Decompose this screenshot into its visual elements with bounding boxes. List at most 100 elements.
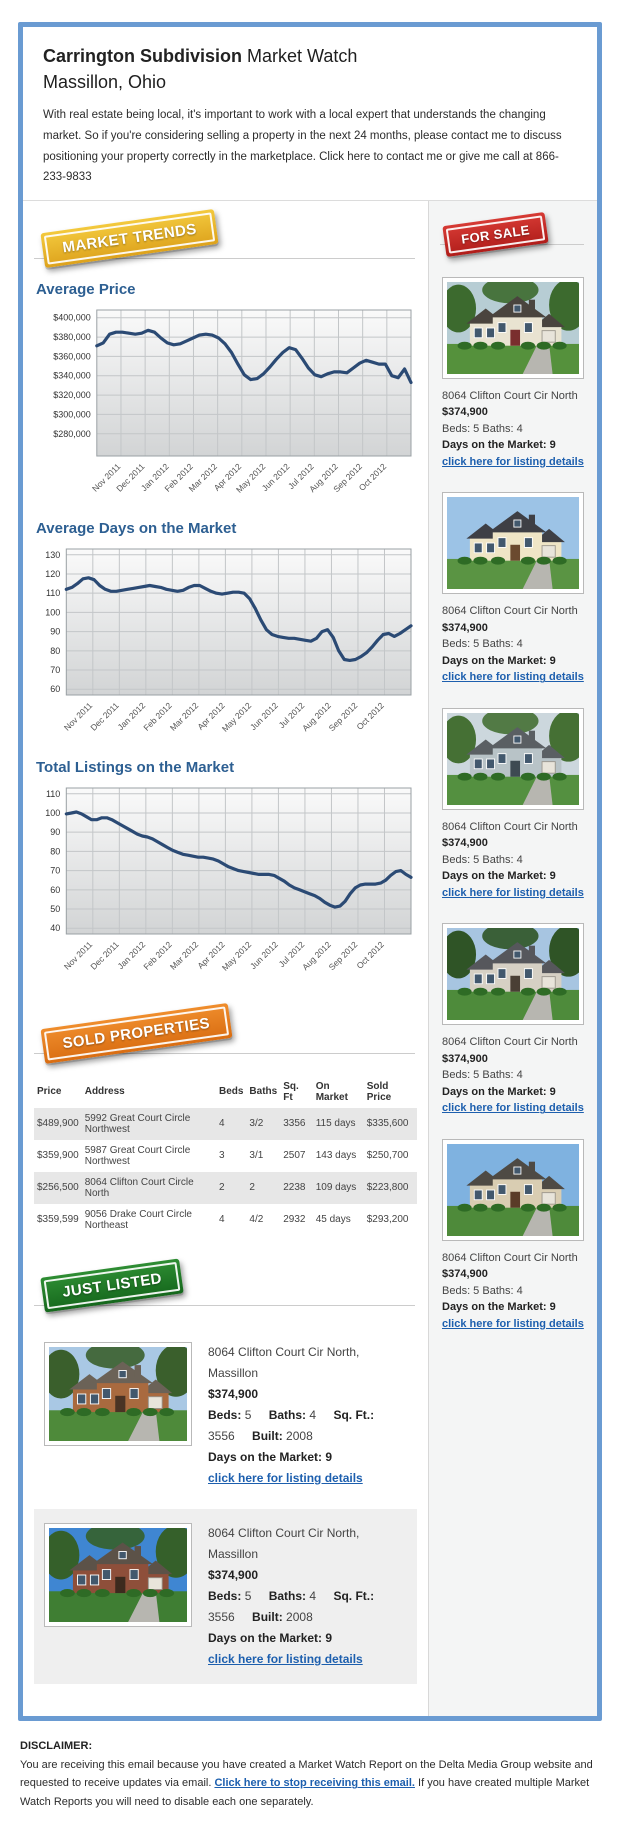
svg-text:40: 40 [50,923,60,933]
listing-details-link[interactable]: click here for listing details [442,455,584,468]
for-sale-listing: 8064 Clifton Court Cir North $374,900 Be… [442,492,584,686]
svg-text:Sep 2012: Sep 2012 [327,939,360,972]
baths-label: Baths: [268,1407,307,1422]
svg-text:$280,000: $280,000 [53,429,91,439]
svg-text:130: 130 [45,550,60,560]
svg-text:100: 100 [45,808,60,818]
cell-beds: 3 [218,1150,225,1162]
svg-text:70: 70 [50,866,60,876]
sold-properties-table: Price Address Beds Baths Sq. Ft On Marke… [34,1076,417,1236]
cell-price: $359,599 [37,1214,79,1226]
listing-specs: Beds: 5 Baths: 4 Sq. Ft.: 3556 Built: 20… [208,1586,407,1628]
listing-details-link[interactable]: click here for listing details [208,1470,363,1485]
header: Carrington Subdivision Market Watch Mass… [23,27,597,200]
svg-text:80: 80 [50,646,60,656]
listing-photo[interactable] [44,1522,192,1627]
built-label: Built: [252,1609,283,1624]
disclaimer-heading: DISCLAIMER: [20,1739,93,1752]
listing-days-on-market: Days on the Market: 9 [442,870,556,883]
listing-photo[interactable] [44,1341,192,1446]
cell-soldprice: $293,200 [366,1214,409,1226]
svg-text:110: 110 [46,789,60,799]
listing-days-on-market: Days on the Market: 9 [442,439,556,452]
listing-address: 8064 Clifton Court Cir North, Massillon [208,1525,360,1561]
svg-text:$340,000: $340,000 [53,371,91,381]
svg-text:Oct 2012: Oct 2012 [354,939,386,971]
for-sale-sidebar: FOR SALE 8064 Clifton Court Cir North $3… [428,200,597,1716]
svg-text:50: 50 [50,904,60,914]
listing-details-link[interactable]: click here for listing details [442,671,584,684]
listing-details-link[interactable]: click here for listing details [208,1651,363,1666]
listing-address: 8064 Clifton Court Cir North [442,1251,578,1264]
listing-days-on-market: Days on the Market: 9 [208,1449,333,1464]
listing-price: $374,900 [442,406,488,419]
cell-onmarket: 109 days [315,1182,357,1194]
beds-label: Beds: [208,1588,242,1603]
disclaimer: DISCLAIMER: You are receiving this email… [20,1737,600,1812]
table-row: $489,900 5992 Great Court Circle Northwe… [34,1107,417,1140]
average-days-section: Average Days on the Market 60 70 80 90 100 11… [34,520,417,749]
listing-days-on-market: Days on the Market: 9 [442,1301,556,1314]
unsubscribe-link[interactable]: Click here to stop receiving this email. [214,1777,415,1790]
listing-details-link[interactable]: click here for listing details [442,1102,584,1115]
svg-text:Jun 2012: Jun 2012 [248,939,280,971]
average-price-section: Average Price $280,000 $300,000 $320,000 $3… [34,281,417,510]
listing-details-link[interactable]: click here for listing details [442,886,584,899]
chart-title-total-listings: Total Listings on the Market [36,758,235,776]
cell-baths: 4/2 [249,1214,264,1226]
svg-text:120: 120 [45,569,60,579]
report-name: Market Watch [242,46,358,66]
baths-value: 4 [309,1588,317,1603]
listing-days-on-market: Days on the Market: 9 [208,1630,333,1645]
listing-price: $374,900 [442,621,488,634]
svg-text:$320,000: $320,000 [53,390,91,400]
listing-beds-baths: Beds: 5 Baths: 4 [442,1069,523,1082]
col-sqft: Sq. Ft [283,1080,299,1103]
chart-title-average-days: Average Days on the Market [36,519,237,537]
svg-text:60: 60 [50,684,60,694]
table-row: $256,500 8064 Clifton Court Circle North… [34,1171,417,1204]
cell-onmarket: 115 days [315,1118,356,1130]
col-beds: Beds [218,1086,244,1098]
svg-text:80: 80 [50,846,60,856]
listing-beds-baths: Beds: 5 Baths: 4 [442,1284,523,1297]
for-sale-badge: FOR SALE [442,211,549,257]
listing-specs: Beds: 5 Baths: 4 Sq. Ft.: 3556 Built: 20… [208,1405,407,1447]
for-sale-listing: 8064 Clifton Court Cir North $374,900 Be… [442,923,584,1117]
svg-text:90: 90 [50,827,60,837]
svg-text:Dec 2011: Dec 2011 [88,700,121,733]
listing-photo[interactable] [442,707,584,810]
for-sale-listing: 8064 Clifton Court Cir North $374,900 Be… [442,276,584,471]
market-trends-badge-label: MARKET TRENDS [43,212,216,265]
page-title: Carrington Subdivision Market Watch [43,43,577,69]
sqft-value: 3556 [208,1428,235,1443]
listing-beds-baths: Beds: 5 Baths: 4 [442,638,523,651]
cell-beds: 4 [218,1118,225,1130]
divider [34,1052,415,1054]
svg-text:May 2012: May 2012 [220,939,254,973]
content-columns: MARKET TRENDS Average Price $280,000 $300… [23,199,597,1716]
col-price: Price [37,1086,62,1098]
total-listings-section: Total Listings on the Market 40 50 60 70 80 9… [34,759,417,988]
col-baths: Baths [249,1086,278,1098]
listing-beds-baths: Beds: 5 Baths: 4 [442,422,523,435]
subdivision-name: Carrington Subdivision [43,46,243,66]
listing-photo[interactable] [442,923,584,1026]
listing-photo[interactable] [442,276,584,379]
listing-days-on-market: Days on the Market: 9 [442,654,556,667]
baths-label: Baths: [268,1588,307,1603]
listing-address: 8064 Clifton Court Cir North, Massillon [208,1344,360,1380]
cell-address: 5992 Great Court Circle Northwest [84,1112,191,1135]
listing-photo[interactable] [442,492,584,595]
svg-text:60: 60 [50,885,60,895]
cell-soldprice: $223,800 [366,1182,409,1194]
listing-address: 8064 Clifton Court Cir North [442,820,578,833]
cell-onmarket: 45 days [315,1214,351,1226]
listing-details-link[interactable]: click here for listing details [442,1317,584,1330]
cell-baths: 3/2 [249,1118,264,1130]
beds-value: 5 [244,1588,252,1603]
cell-sqft: 2932 [283,1214,306,1226]
listing-photo[interactable] [442,1138,584,1241]
svg-text:70: 70 [50,665,60,675]
